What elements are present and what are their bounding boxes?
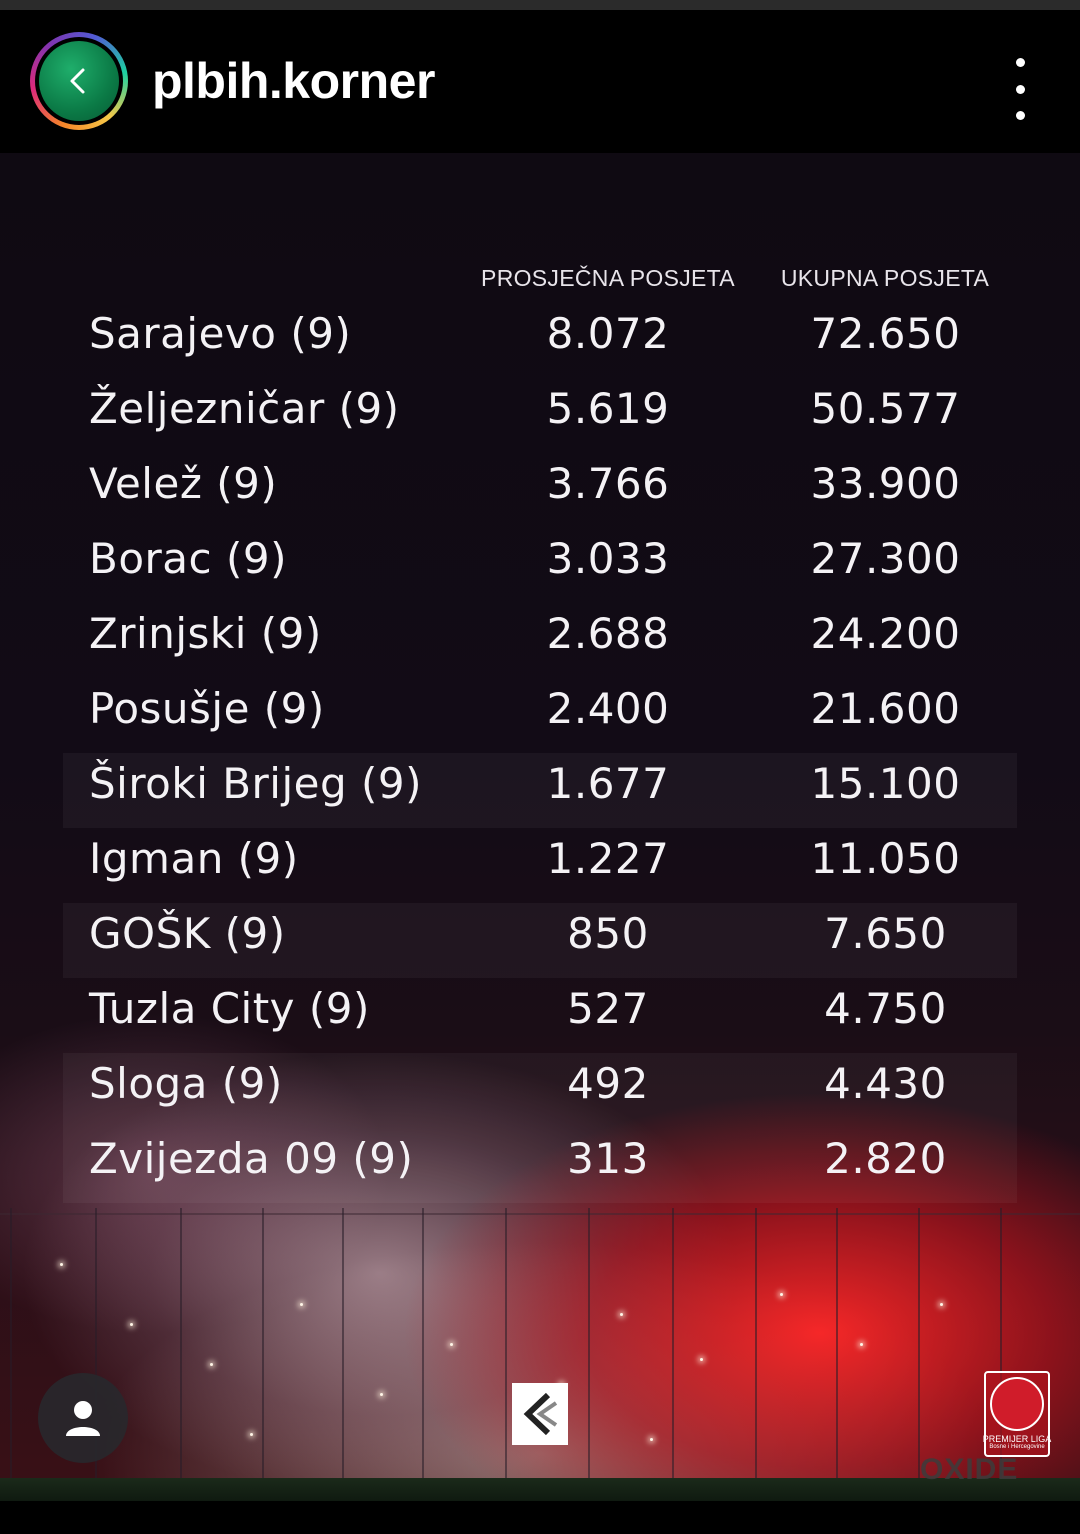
team-name: Igman (9) bbox=[89, 834, 299, 883]
post-image: PROSJEČNA POSJETA UKUPNA POSJETA Sarajev… bbox=[0, 153, 1080, 1501]
flare-spark bbox=[130, 1323, 133, 1326]
total-attendance: 24.200 bbox=[810, 609, 961, 658]
account-username[interactable]: plbih.korner bbox=[152, 53, 435, 109]
fence-post bbox=[1000, 1208, 1002, 1498]
average-attendance: 2.688 bbox=[546, 609, 670, 658]
team-name: Borac (9) bbox=[89, 534, 287, 583]
average-attendance: 492 bbox=[567, 1059, 649, 1108]
average-attendance: 8.072 bbox=[546, 309, 670, 358]
average-attendance: 5.619 bbox=[546, 384, 670, 433]
tagged-users-button[interactable] bbox=[38, 1373, 128, 1463]
average-attendance: 1.677 bbox=[546, 759, 670, 808]
league-logo-line2: Bosne i Hercegovine bbox=[989, 1444, 1045, 1450]
flare-spark bbox=[380, 1393, 383, 1396]
total-attendance: 4.750 bbox=[824, 984, 947, 1033]
flare-spark bbox=[250, 1433, 253, 1436]
team-name: Željezničar (9) bbox=[89, 384, 400, 433]
flare-spark bbox=[300, 1303, 303, 1306]
table-row: Borac (9) 3.033 27.300 bbox=[63, 528, 1017, 603]
table-row: Široki Brijeg (9) 1.677 15.100 bbox=[63, 753, 1017, 828]
team-name: Široki Brijeg (9) bbox=[89, 759, 422, 808]
fence-post bbox=[342, 1208, 344, 1498]
flare-spark bbox=[620, 1313, 623, 1316]
total-attendance: 11.050 bbox=[810, 834, 961, 883]
table-row: Sloga (9) 492 4.430 bbox=[63, 1053, 1017, 1128]
flare-spark bbox=[860, 1343, 863, 1346]
korner-logo bbox=[512, 1383, 568, 1445]
fence-top bbox=[0, 1213, 1080, 1215]
total-attendance: 21.600 bbox=[810, 684, 961, 733]
profile-avatar[interactable] bbox=[30, 32, 128, 130]
fence-post bbox=[180, 1208, 182, 1498]
team-name: GOŠK (9) bbox=[89, 909, 286, 958]
average-attendance: 3.766 bbox=[546, 459, 670, 508]
fence-post bbox=[672, 1208, 674, 1498]
more-options-icon[interactable] bbox=[1000, 58, 1040, 120]
table-row: Tuzla City (9) 527 4.750 bbox=[63, 978, 1017, 1053]
table-row: Zvijezda 09 (9) 313 2.820 bbox=[63, 1128, 1017, 1203]
team-name: Zrinjski (9) bbox=[89, 609, 322, 658]
user-icon bbox=[66, 1401, 100, 1436]
league-emblem bbox=[990, 1377, 1044, 1431]
league-logo-line1: PREMIJER LIGA bbox=[982, 1434, 1052, 1444]
total-attendance: 4.430 bbox=[824, 1059, 947, 1108]
team-name: Tuzla City (9) bbox=[89, 984, 370, 1033]
total-attendance: 2.820 bbox=[824, 1134, 947, 1183]
bottom-bar bbox=[0, 1501, 1080, 1534]
table-row: Zrinjski (9) 2.688 24.200 bbox=[63, 603, 1017, 678]
average-attendance: 2.400 bbox=[546, 684, 670, 733]
flare-spark bbox=[700, 1358, 703, 1361]
table-row: Sarajevo (9) 8.072 72.650 bbox=[63, 303, 1017, 378]
total-attendance: 15.100 bbox=[810, 759, 961, 808]
average-attendance: 1.227 bbox=[546, 834, 670, 883]
team-name: Zvijezda 09 (9) bbox=[89, 1134, 414, 1183]
fence-post bbox=[422, 1208, 424, 1498]
table-row: Igman (9) 1.227 11.050 bbox=[63, 828, 1017, 903]
team-name: Sarajevo (9) bbox=[89, 309, 352, 358]
team-name: Sloga (9) bbox=[89, 1059, 283, 1108]
flare-spark bbox=[450, 1343, 453, 1346]
total-attendance: 72.650 bbox=[810, 309, 961, 358]
flare-spark bbox=[940, 1303, 943, 1306]
column-header-average: PROSJEČNA POSJETA bbox=[481, 265, 735, 291]
total-attendance: 33.900 bbox=[810, 459, 961, 508]
table-row: GOŠK (9) 850 7.650 bbox=[63, 903, 1017, 978]
fence-post bbox=[10, 1208, 12, 1498]
team-name: Velež (9) bbox=[89, 459, 278, 508]
fence-post bbox=[262, 1208, 264, 1498]
fence-post bbox=[95, 1208, 97, 1498]
table-row: Željezničar (9) 5.619 50.577 bbox=[63, 378, 1017, 453]
fence-post bbox=[918, 1208, 920, 1498]
ad-board-text: OXIDE bbox=[920, 1453, 1019, 1486]
average-attendance: 313 bbox=[567, 1134, 649, 1183]
average-attendance: 3.033 bbox=[546, 534, 670, 583]
average-attendance: 850 bbox=[567, 909, 649, 958]
flare-spark bbox=[780, 1293, 783, 1296]
pitch bbox=[0, 1478, 1080, 1501]
fence-post bbox=[505, 1208, 507, 1498]
team-name: Posušje (9) bbox=[89, 684, 325, 733]
column-header-total: UKUPNA POSJETA bbox=[780, 265, 990, 291]
premijer-liga-logo: PREMIJER LIGA Bosne i Hercegovine bbox=[982, 1371, 1052, 1457]
table-row: Velež (9) 3.766 33.900 bbox=[63, 453, 1017, 528]
status-strip bbox=[0, 0, 1080, 10]
back-chevron-icon bbox=[39, 41, 119, 121]
total-attendance: 27.300 bbox=[810, 534, 961, 583]
flare-spark bbox=[650, 1438, 653, 1441]
total-attendance: 50.577 bbox=[810, 384, 961, 433]
flare-spark bbox=[60, 1263, 63, 1266]
total-attendance: 7.650 bbox=[824, 909, 947, 958]
flare-spark bbox=[210, 1363, 213, 1366]
fence-post bbox=[588, 1208, 590, 1498]
average-attendance: 527 bbox=[567, 984, 649, 1033]
fence-post bbox=[836, 1208, 838, 1498]
table-row: Posušje (9) 2.400 21.600 bbox=[63, 678, 1017, 753]
fence-post bbox=[755, 1208, 757, 1498]
post-header: plbih.korner bbox=[0, 10, 1080, 153]
